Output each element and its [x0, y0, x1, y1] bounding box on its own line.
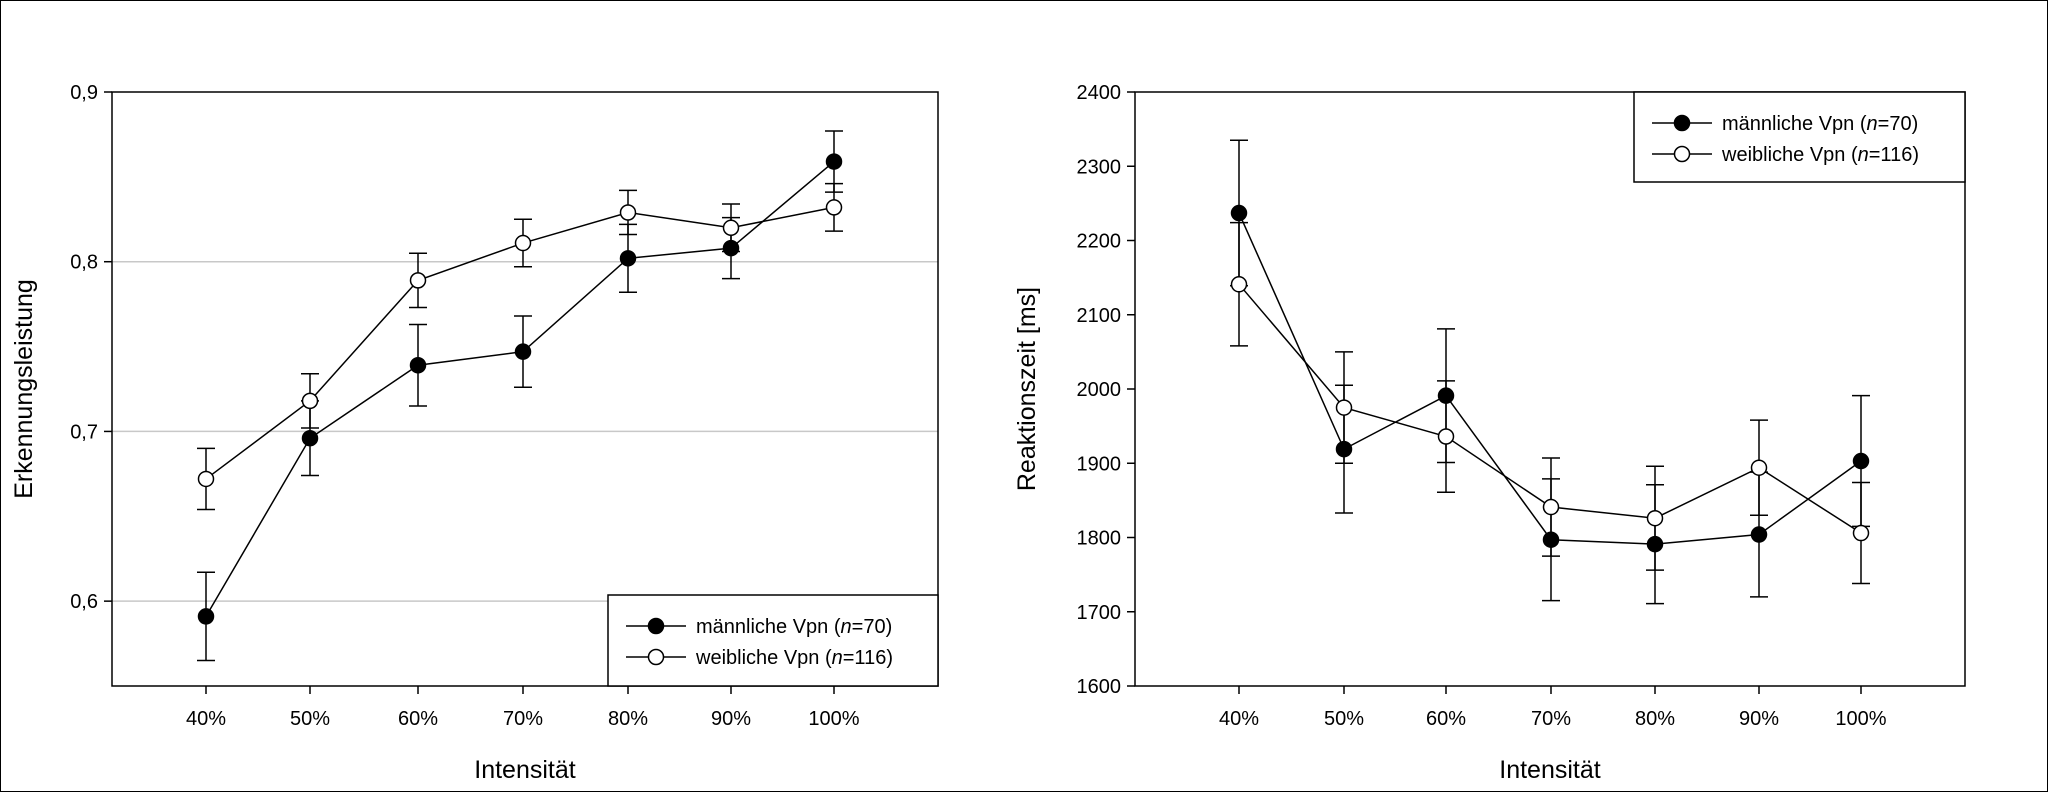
series-line [205, 161, 835, 617]
y-tick-label: 0,8 [70, 252, 98, 274]
y-tick-label: 2400 [1077, 82, 1122, 104]
data-point [1437, 428, 1455, 445]
x-tick-label: 70% [503, 708, 543, 730]
x-tick-label: 40% [186, 708, 226, 730]
y-axis-label: Reaktionszeit [ms] [1013, 287, 1041, 491]
data-point [825, 199, 843, 216]
legend-marker [1673, 145, 1691, 163]
x-tick-label: 60% [1426, 708, 1466, 730]
series-line [1238, 212, 1862, 545]
legend-label: weibliche Vpn (n=116) [695, 647, 893, 669]
data-point [409, 272, 427, 289]
x-tick-label: 80% [1635, 708, 1675, 730]
data-point [1230, 204, 1248, 222]
data-point [1750, 526, 1768, 543]
data-point [619, 250, 637, 267]
x-tick-label: 90% [1739, 708, 1779, 730]
legend-label: männliche Vpn (n=70) [696, 616, 892, 638]
y-tick-label: 2300 [1077, 156, 1122, 178]
legend-label: weibliche Vpn (n=116) [1721, 144, 1919, 166]
y-axis-label: Erkennungsleistung [10, 279, 38, 499]
y-tick-label: 1900 [1077, 453, 1122, 475]
data-point [197, 608, 215, 625]
data-point [1646, 535, 1664, 553]
data-point [1230, 276, 1248, 293]
data-point [514, 343, 532, 360]
x-tick-label: 90% [711, 708, 751, 730]
data-point [301, 429, 319, 447]
x-tick-label: 100% [808, 708, 859, 730]
data-point [1542, 498, 1560, 516]
data-point [825, 153, 843, 170]
data-point [514, 234, 532, 252]
legend-marker [647, 648, 665, 666]
data-point [722, 219, 740, 237]
data-point [1852, 524, 1870, 542]
series-line [1238, 283, 1862, 534]
x-axis-label: Intensität [1499, 756, 1601, 784]
data-point [619, 204, 637, 221]
y-tick-label: 1600 [1077, 676, 1122, 698]
legend-marker [647, 617, 665, 635]
plot-area-frame [111, 91, 939, 687]
data-point [1542, 531, 1560, 548]
chart-erkennungsleistung: 0,6 0,7 0,8 0,9 40% 50% 60% 70% 80% 90% 100% Intens… [10, 82, 939, 784]
y-tick-label: 0,7 [70, 421, 98, 443]
data-point [1437, 387, 1455, 404]
data-point [1646, 509, 1664, 527]
y-tick-label: 2200 [1077, 231, 1122, 253]
x-tick-label: 40% [1219, 708, 1259, 730]
y-tick-label: 2100 [1077, 305, 1122, 327]
data-point [1335, 399, 1353, 416]
legend-box [607, 594, 939, 687]
legend-box [1633, 91, 1966, 183]
legend-marker [1673, 114, 1691, 132]
data-point [1750, 459, 1768, 476]
x-tick-label: 80% [608, 708, 648, 730]
y-tick-label: 0,6 [70, 591, 98, 613]
x-tick-label: 50% [290, 708, 330, 730]
data-point [301, 392, 319, 410]
data-point [409, 356, 427, 374]
x-tick-label: 70% [1531, 708, 1571, 730]
chart-reaktionszeit: 1600 1700 1800 1900 2000 2100 2200 2300 2400 40% 5… [1013, 82, 1966, 784]
x-tick-label: 50% [1324, 708, 1364, 730]
legend-label: männliche Vpn (n=70) [1722, 113, 1918, 135]
data-point [722, 239, 740, 257]
y-tick-label: 1800 [1077, 528, 1122, 550]
x-axis-label: Intensität [474, 756, 576, 784]
y-tick-label: 2000 [1077, 379, 1122, 401]
x-tick-label: 60% [398, 708, 438, 730]
y-tick-label: 0,9 [70, 82, 98, 104]
data-point [1335, 440, 1353, 458]
x-tick-label: 100% [1835, 708, 1886, 730]
data-point [197, 470, 215, 488]
data-point [1852, 452, 1870, 470]
y-tick-label: 1700 [1077, 602, 1122, 624]
